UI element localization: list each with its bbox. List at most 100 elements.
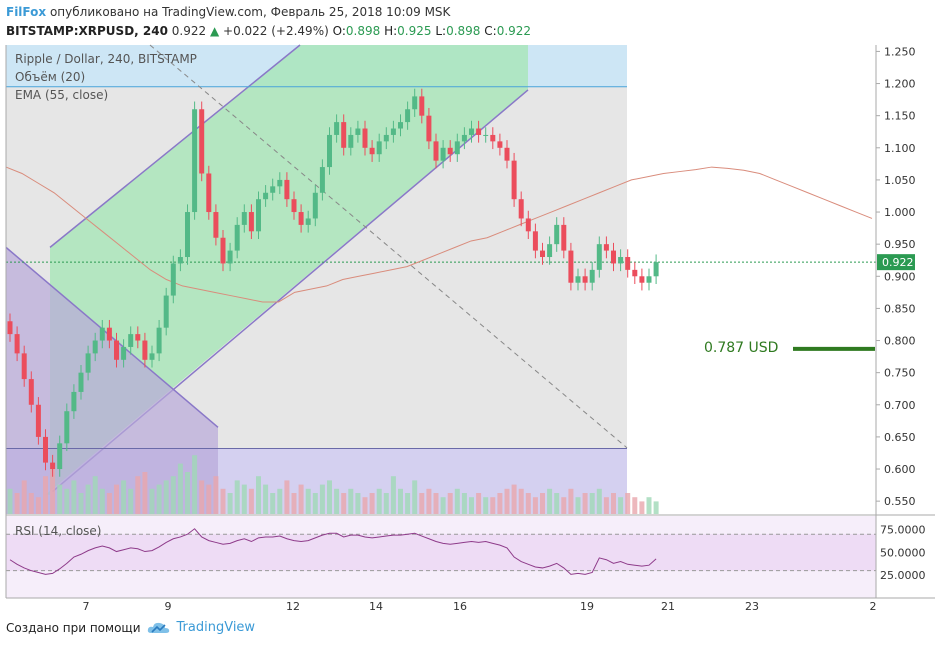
- open-label: O:: [332, 24, 346, 38]
- candle-body: [121, 346, 127, 360]
- rsi-line: [9, 528, 657, 575]
- volume-bar: [263, 484, 269, 514]
- candle-body: [483, 134, 489, 136]
- volume-bar: [355, 493, 361, 514]
- legend-rsi: RSI (14, close): [15, 524, 101, 538]
- price-tick-label: 1.100: [884, 142, 916, 155]
- last-price-badge: [877, 254, 915, 271]
- volume-bar: [35, 497, 41, 514]
- low-value: 0.898: [446, 24, 481, 38]
- candle-body: [128, 334, 134, 347]
- candle-body: [35, 404, 41, 437]
- candle-body: [632, 269, 638, 277]
- candle-body: [653, 262, 659, 277]
- candle-body: [433, 141, 439, 161]
- volume-bar: [170, 476, 176, 514]
- channel-upper-line: [49, 44, 301, 248]
- candle-body: [646, 276, 652, 283]
- volume-bar: [206, 484, 212, 514]
- ema-line: [5, 166, 873, 303]
- price-tick-label: 0.700: [884, 399, 916, 412]
- candle-body: [618, 257, 624, 264]
- candle-body: [454, 141, 460, 155]
- time-tick-label: 2: [870, 600, 877, 613]
- chart-header: FilFox опубликовано на TradingView.com, …: [6, 3, 926, 41]
- volume-bar: [461, 493, 467, 514]
- volume-bar: [440, 497, 446, 514]
- candle-body: [241, 212, 247, 225]
- candle-body: [256, 199, 261, 232]
- volume-bar: [106, 493, 112, 514]
- symbol-label: BITSTAMP:XRPUSD, 240: [6, 24, 168, 38]
- candle-body: [312, 192, 318, 219]
- volume-bar: [149, 488, 155, 514]
- volume-bar: [163, 480, 169, 514]
- volume-bar: [156, 484, 162, 514]
- candle-body: [64, 411, 70, 444]
- candle-body: [114, 340, 119, 360]
- volume-bar: [632, 497, 638, 514]
- candle-body: [71, 391, 77, 412]
- candle-body: [305, 218, 311, 225]
- candle-body: [639, 276, 645, 283]
- volume-bar: [57, 484, 63, 514]
- candle-body: [532, 231, 538, 251]
- volume-bar: [14, 493, 20, 514]
- volume-bar: [447, 493, 453, 514]
- candle-body: [57, 443, 63, 470]
- tradingview-cloud-icon[interactable]: [147, 621, 171, 635]
- price-tick-label: 0.900: [884, 270, 916, 283]
- candle-body: [355, 128, 361, 135]
- time-tick-label: 19: [580, 600, 594, 613]
- low-label: L:: [435, 24, 447, 38]
- candle-body: [447, 147, 453, 155]
- candle-body: [220, 237, 226, 264]
- triangle-line: [5, 246, 219, 428]
- candle-body: [163, 295, 169, 328]
- candle-body: [362, 128, 368, 148]
- volume-bar: [376, 488, 382, 514]
- author-name[interactable]: FilFox: [6, 5, 47, 19]
- candle-body: [412, 96, 418, 110]
- volume-bar: [234, 480, 240, 514]
- candle-body: [199, 109, 205, 174]
- volume-bar: [497, 493, 503, 514]
- tradingview-link[interactable]: TradingView: [176, 620, 256, 635]
- volume-bar: [248, 488, 254, 514]
- open-value: 0.898: [345, 24, 381, 38]
- volume-bar: [483, 497, 489, 514]
- candle-body: [135, 334, 141, 341]
- volume-bar: [135, 476, 141, 514]
- publish-info: опубликовано на TradingView.com, Февраль…: [49, 5, 451, 19]
- candle-body: [348, 134, 354, 148]
- candle-body: [625, 257, 631, 270]
- volume-bar: [490, 497, 496, 514]
- volume-bar: [625, 493, 631, 514]
- candle-body: [554, 224, 560, 245]
- volume-bar: [213, 476, 219, 514]
- volume-bar: [227, 493, 233, 514]
- volume-bar: [646, 497, 652, 514]
- volume-bar: [319, 484, 325, 514]
- legend-title: Ripple / Dollar, 240, BITSTAMP: [15, 52, 197, 66]
- volume-bar: [78, 493, 84, 514]
- volume-bar: [540, 493, 545, 514]
- candle-body: [234, 224, 240, 251]
- volume-bar: [50, 467, 56, 514]
- volume-bar: [419, 493, 425, 514]
- candle-body: [277, 179, 283, 187]
- volume-bar: [64, 488, 70, 514]
- candle-body: [327, 134, 332, 168]
- time-tick-label: 9: [165, 600, 172, 613]
- candle-body: [85, 353, 91, 373]
- time-tick-label: 12: [286, 600, 300, 613]
- volume-bar: [582, 493, 588, 514]
- volume-bar: [390, 476, 396, 514]
- volume-bar: [476, 493, 482, 514]
- volume-bar: [596, 488, 602, 514]
- candle-body: [518, 199, 524, 219]
- candle-body: [334, 122, 340, 135]
- volume-bar: [312, 493, 318, 514]
- volume-bar: [433, 493, 439, 514]
